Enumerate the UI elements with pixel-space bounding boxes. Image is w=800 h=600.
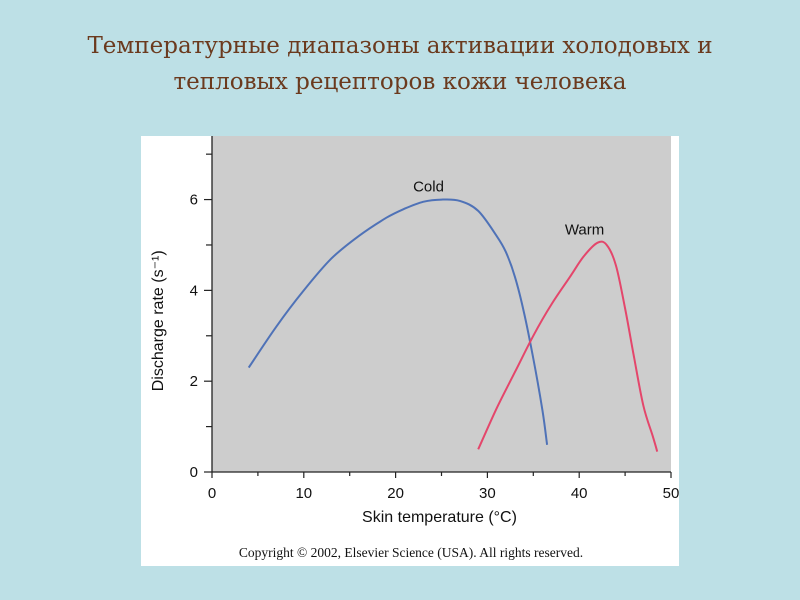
chart-svg: 0 10 20 30 40 50 0 2 4 6 Cold Warm Skin temperatur… [150,136,679,560]
x-tick-label: 50 [663,485,679,502]
x-tick-label: 20 [387,485,404,502]
chart-figure: 0 10 20 30 40 50 0 2 4 6 Cold Warm Skin temperatur… [141,136,679,566]
series-label-warm: Warm [565,222,604,239]
series-layer: Cold Warm [247,179,659,452]
plot-area [212,136,671,472]
x-tick-label: 40 [571,485,588,502]
y-tick-label: 2 [190,373,198,390]
slide-title-line-1: Температурные диапазоны активации холодо… [87,33,713,59]
series-label-cold: Cold [413,179,444,196]
y-tick-label: 4 [190,282,198,299]
y-tick-label: 6 [190,192,198,209]
slide-title-line-2: тепловых рецепторов кожи человека [173,69,627,95]
axes: 0 10 20 30 40 50 0 2 4 6 [190,136,679,502]
x-tick-label: 30 [479,485,496,502]
x-tick-label: 0 [208,485,216,502]
y-axis-label: Discharge rate (s⁻¹) [150,250,167,391]
series-line-cold [247,198,549,445]
copyright-note: Copyright © 2002, Elsevier Science (USA)… [239,545,583,560]
x-axis-label: Skin temperature (°C) [362,509,517,526]
x-tick-label: 10 [295,485,312,502]
y-tick-label: 0 [190,464,198,481]
series-line-warm [477,240,659,452]
slide-title: Температурные диапазоны активации холодо… [0,28,800,100]
